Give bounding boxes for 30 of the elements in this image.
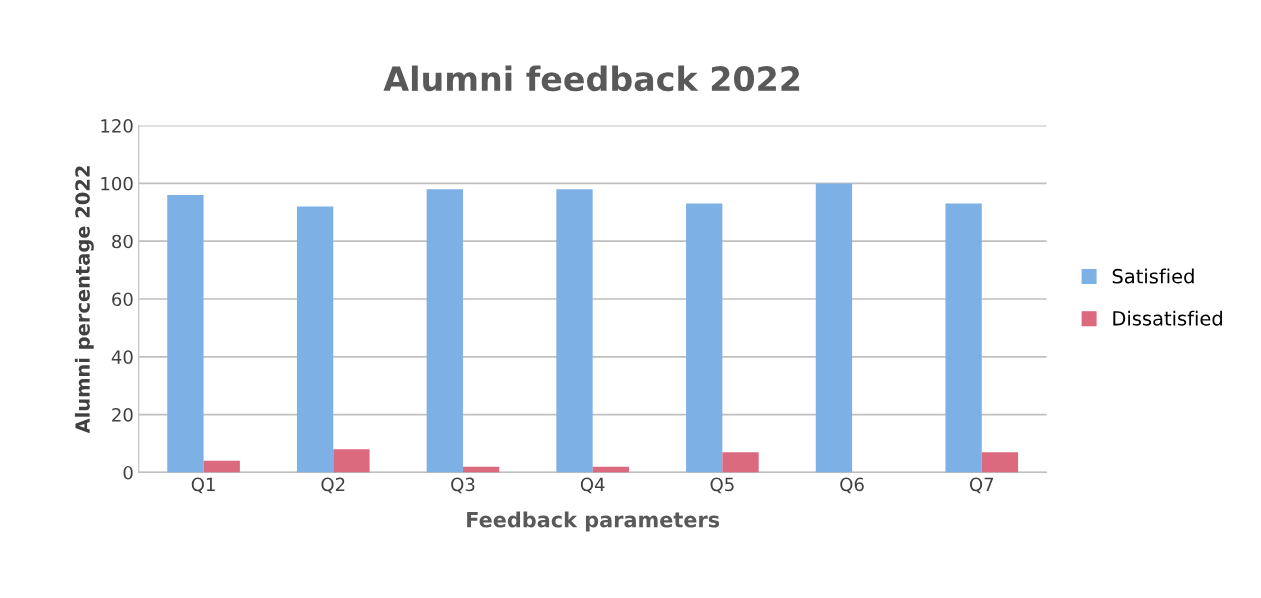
- bar: [203, 460, 240, 473]
- bar: [167, 194, 204, 473]
- y-tick-label: 120: [101, 119, 133, 133]
- bar: [426, 189, 463, 473]
- y-tick-label: 20: [112, 408, 133, 422]
- x-tick-label: Q4: [580, 477, 605, 494]
- bar: [945, 203, 982, 473]
- x-tick-label: Q1: [191, 477, 215, 494]
- y-tick-label: 100: [101, 176, 133, 191]
- y-tick-label: 80: [112, 234, 133, 249]
- y-tick-label: 0: [123, 465, 133, 480]
- bar: [556, 189, 593, 473]
- x-tick-label: Q3: [451, 477, 475, 494]
- y-axis-title: Alumni percentage 2022: [74, 166, 94, 434]
- bar: [296, 206, 334, 473]
- bar: [815, 183, 853, 473]
- x-tick-label: Q6: [840, 477, 864, 494]
- chart-title: Alumni feedback 2022: [383, 65, 800, 92]
- y-tick-label: 60: [112, 292, 133, 307]
- x-tick-label: Q5: [710, 477, 734, 494]
- x-axis-title: Feedback parameters: [467, 511, 720, 532]
- bar: [722, 452, 759, 473]
- legend-label: Dissatisfied: [1113, 310, 1222, 326]
- bar: [333, 449, 370, 473]
- bar: [686, 203, 723, 473]
- x-tick-label: Q7: [969, 477, 994, 494]
- legend-label: Satisfied: [1112, 268, 1194, 284]
- y-tick-label: 40: [111, 350, 133, 364]
- bar: [981, 452, 1019, 473]
- x-tick-label: Q2: [321, 477, 345, 494]
